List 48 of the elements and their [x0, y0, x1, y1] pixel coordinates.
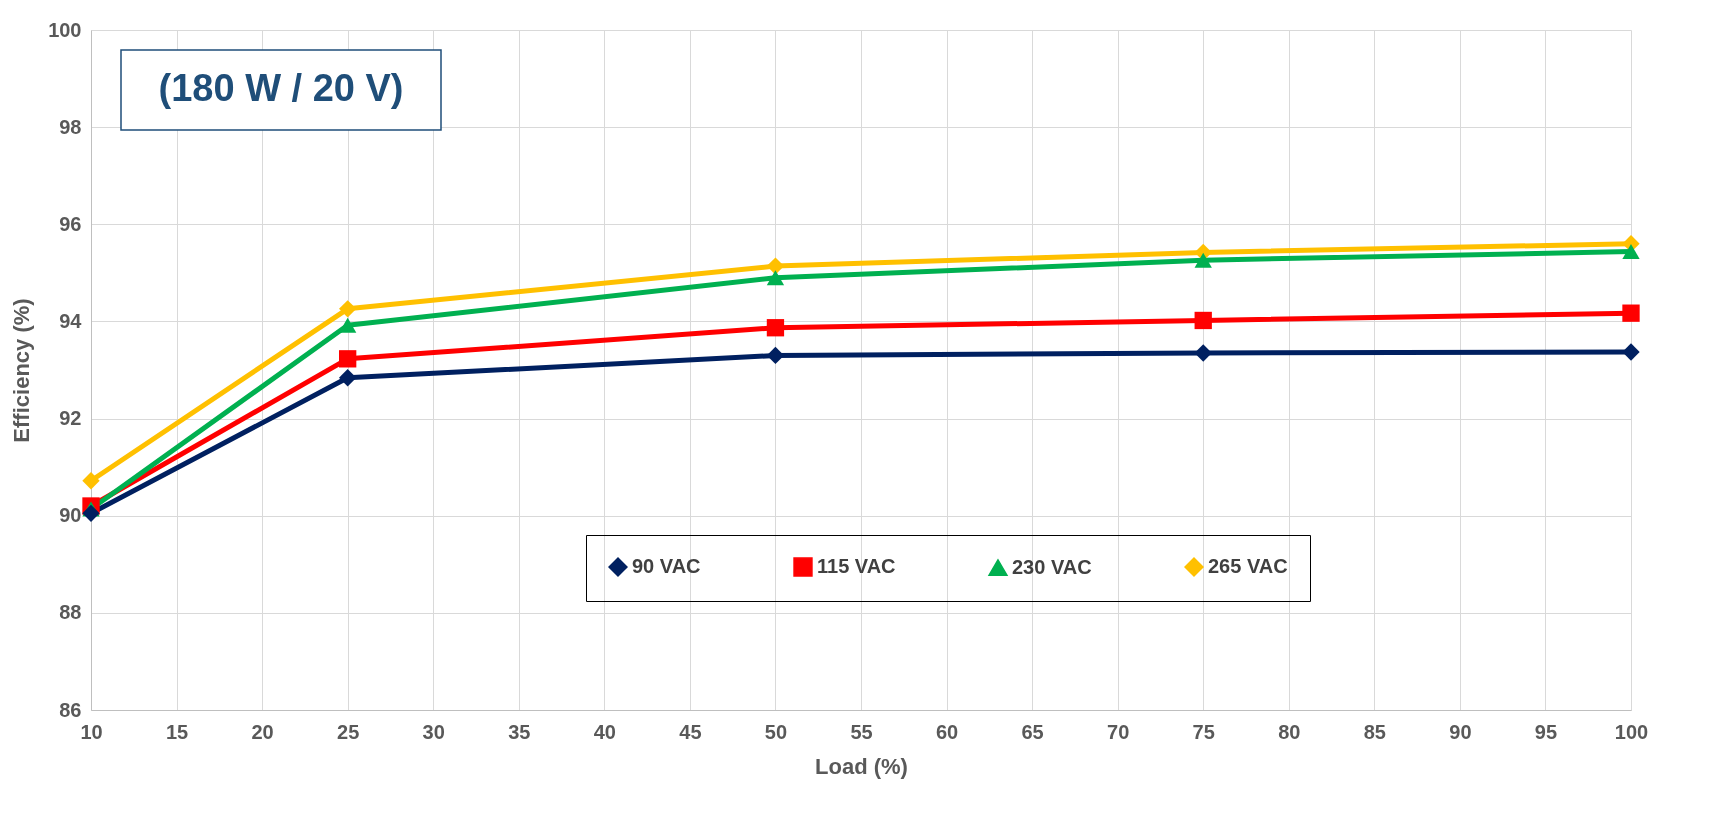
x-axis-title: Load (%)	[815, 753, 908, 779]
point	[766, 319, 785, 337]
x-tick-label: 100	[1614, 720, 1649, 743]
point	[1194, 311, 1212, 330]
point	[339, 369, 357, 387]
x-tick-label: 65	[1021, 720, 1044, 743]
x-tick-label: 40	[593, 720, 616, 743]
point	[1622, 243, 1640, 259]
x-tick-label: 85	[1363, 720, 1386, 743]
y-tick-label: 98	[59, 115, 82, 138]
x-tick-label: 10	[80, 720, 103, 743]
x-tick-label: 45	[679, 720, 702, 743]
y-tick-label: 100	[48, 18, 82, 41]
annotation: (180 W / 20 V)	[158, 67, 404, 109]
legend-label: 230 VAC	[1012, 555, 1092, 578]
point	[82, 504, 100, 522]
x-tick-label: 90	[1449, 720, 1472, 743]
y-tick-label: 88	[59, 601, 82, 624]
y-tick-label: 94	[59, 309, 83, 332]
x-tick-label: 50	[764, 720, 788, 743]
point	[1622, 343, 1640, 361]
y-tick-label: 90	[59, 504, 82, 527]
legend-label: 265 VAC	[1208, 555, 1288, 578]
point	[1622, 304, 1640, 322]
point	[339, 300, 357, 318]
x-tick-label: 55	[850, 720, 873, 743]
x-tick-label: 25	[337, 720, 360, 743]
point	[1194, 344, 1212, 362]
legend-label: 115 VAC	[817, 555, 896, 578]
x-tick-label: 80	[1278, 720, 1301, 743]
point	[339, 317, 357, 333]
point	[82, 472, 100, 490]
point	[1194, 252, 1212, 268]
legend-label: 90 VAC	[632, 555, 701, 578]
point	[339, 350, 357, 368]
x-tick-label: 60	[935, 720, 959, 743]
x-tick-label: 70	[1107, 720, 1130, 743]
y-tick-label: 96	[59, 212, 82, 235]
x-tick-label: 30	[422, 720, 445, 743]
x-tick-label: 15	[165, 720, 189, 743]
x-tick-label: 75	[1192, 720, 1215, 743]
y-axis-title: Efficiency (%)	[9, 298, 35, 443]
y-tick-label: 92	[59, 407, 82, 430]
point	[766, 270, 785, 286]
x-tick-label: 20	[251, 720, 274, 743]
y-tick-label: 86	[59, 698, 82, 721]
x-tick-label: 35	[508, 720, 531, 743]
x-tick-label: 95	[1534, 720, 1558, 743]
